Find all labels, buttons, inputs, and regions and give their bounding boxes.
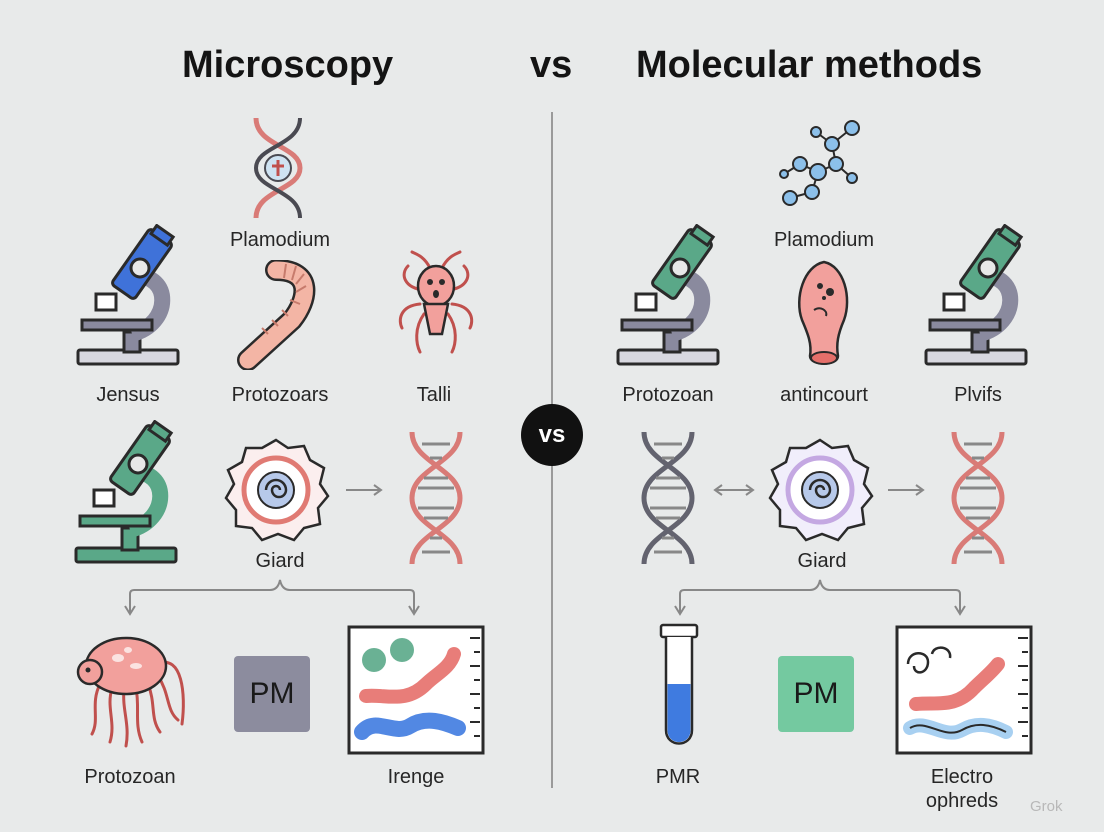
label-jensus: Jensus [96,384,160,406]
label-protozoars: Protozoars [231,384,329,406]
blob-organism-icon [797,260,849,365]
label-protozoan-left: Protozoan [84,766,176,788]
double-arrow-icon [713,484,755,496]
label-talli: Talli [416,384,452,406]
pm-box-left: PM [234,656,310,732]
microscope-green-gray-icon [616,224,720,366]
arrow-right-icon-2 [888,484,925,496]
label-plvifs: Plvifs [954,384,1002,406]
cell-spiral-icon-left [224,438,330,542]
microscope-blue-icon [76,224,180,366]
gel-image-icon-left [347,625,485,755]
protozoan-organism-icon [76,636,185,748]
label-electro-line1: Electro [930,766,994,788]
microscope-green-icon [74,420,178,564]
left-title: Microscopy [182,44,394,86]
label-giard-left: Giard [255,550,305,572]
label-giard-right: Giard [797,550,847,572]
label-pmr: PMR [655,766,701,788]
label-protozoan-right: Protozoan [622,384,714,406]
branch-connector-left [124,579,420,616]
label-plamodium-left: Plamodium [229,229,331,251]
dna-helix-gray-icon [638,428,698,568]
microscope-right-icon [924,224,1028,366]
header-vs: vs [530,44,573,86]
label-plamodium-right: Plamodium [773,229,875,251]
right-title: Molecular methods [636,44,983,86]
watermark: Grok [1030,798,1063,815]
label-electro-line2: ophreds [925,790,999,812]
label-antincourt: antincourt [780,384,868,406]
pm-box-right: PM [778,656,854,732]
cell-spiral-icon-right [768,438,874,542]
dna-helix-figure-icon [253,117,303,219]
gel-image-icon-right [895,625,1033,755]
arrow-right-icon [346,484,383,496]
branch-connector-right [674,579,966,616]
dna-helix-pink-icon [406,428,466,568]
test-tube-icon [659,623,699,745]
dna-helix-pink-icon-2 [948,428,1008,568]
label-irenge: Irenge [387,766,445,788]
mite-icon [398,250,474,354]
worm-icon [237,260,316,370]
vs-badge: vs [521,404,583,466]
molecule-network-icon [779,120,860,206]
